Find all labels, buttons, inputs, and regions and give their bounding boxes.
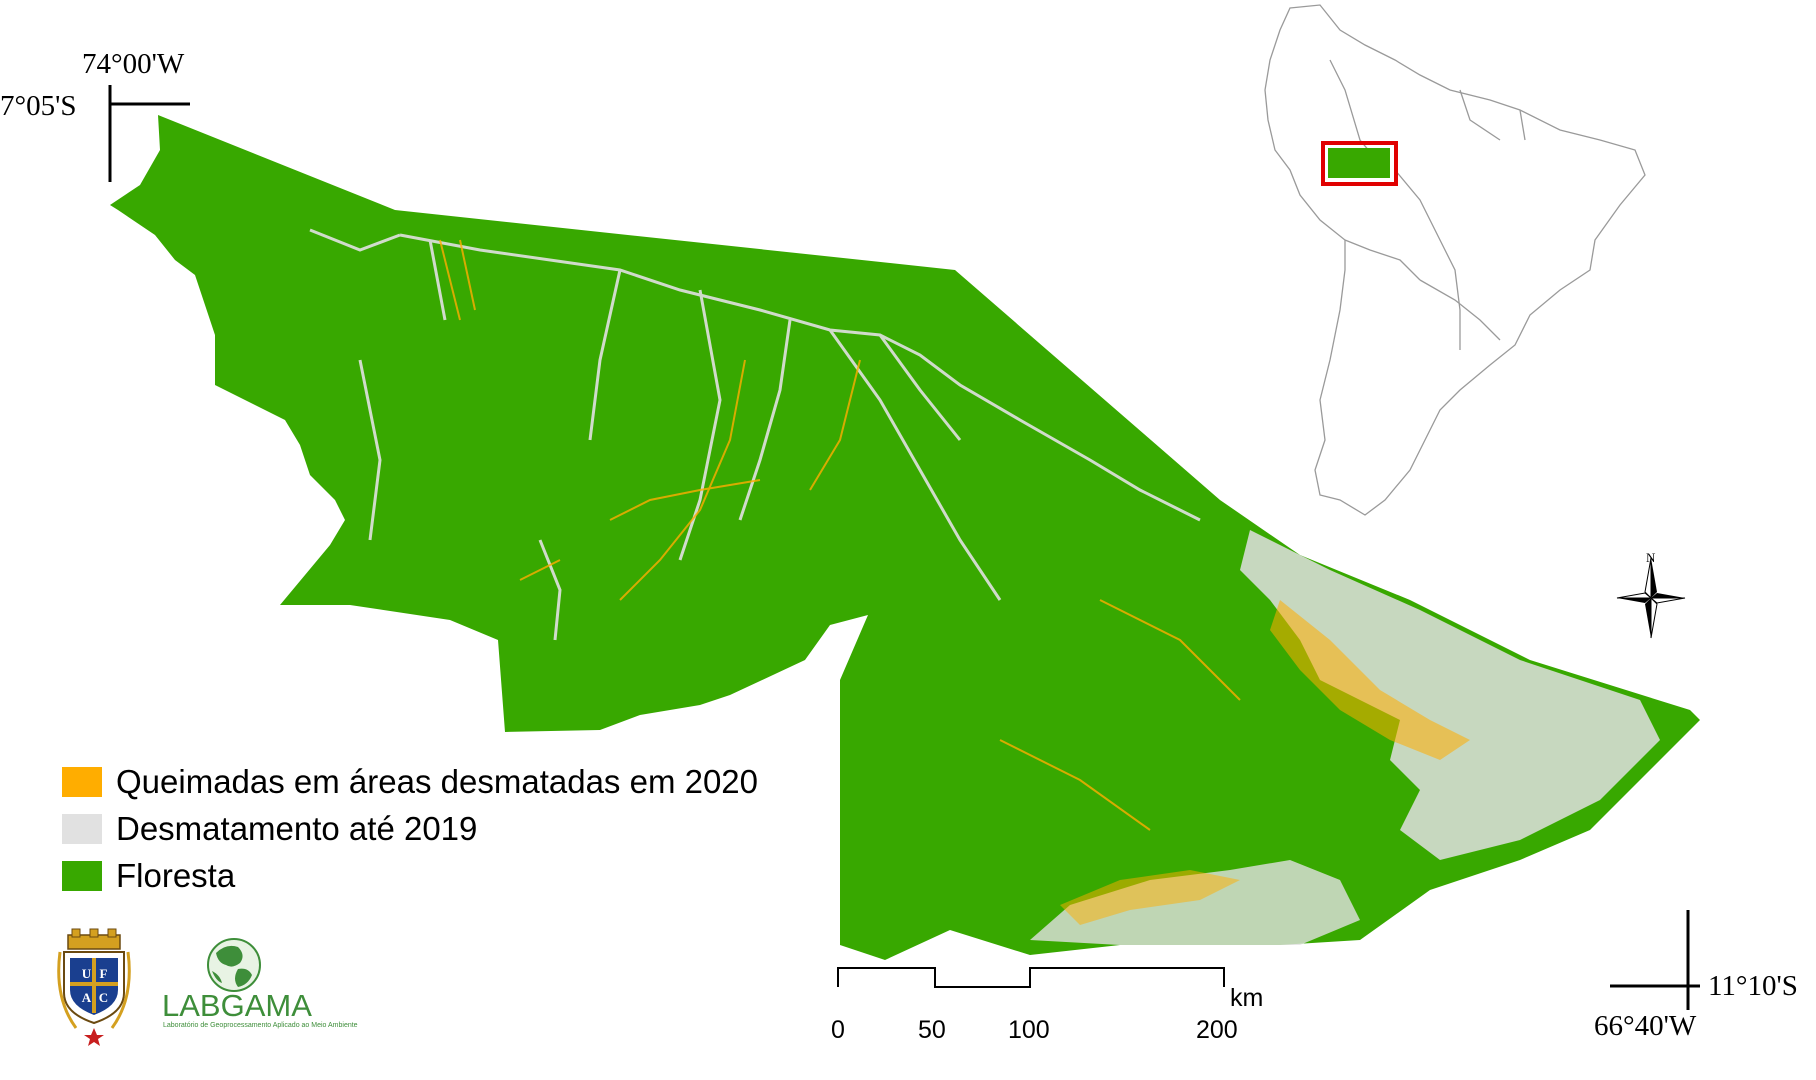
coord-top-left-lat: 7°05'S — [0, 90, 77, 122]
ufac-letter-f: F — [99, 966, 108, 981]
scale-tick-200: 200 — [1196, 1016, 1238, 1044]
burn-south — [1060, 870, 1240, 925]
deforestation-east — [1240, 530, 1660, 860]
scale-tick-50: 50 — [918, 1016, 946, 1044]
legend-swatch-burned — [62, 766, 102, 797]
ufac-letters: U F A C — [78, 962, 112, 1010]
globe-icon — [207, 938, 261, 992]
burn-lines — [439, 239, 1241, 831]
ufac-letter-a: A — [81, 990, 92, 1005]
legend-label-forest: Floresta — [116, 856, 236, 894]
legend-swatch-deforestation — [62, 813, 102, 844]
legend: Queimadas em áreas desmatadas em 2020 De… — [62, 758, 758, 899]
ufac-letter-u: U — [81, 966, 92, 981]
scale-bar — [837, 967, 1225, 988]
forest-region — [110, 115, 1700, 960]
south-america-inset — [1264, 4, 1646, 516]
inset-locator-box — [1321, 141, 1398, 186]
crosshair-bottom-right — [1610, 910, 1700, 1010]
legend-item-burned: Queimadas em áreas desmatadas em 2020 — [62, 758, 758, 805]
scale-unit: km — [1230, 984, 1264, 1012]
scale-tick-0: 0 — [831, 1016, 845, 1044]
deforestation-lines — [309, 228, 1201, 641]
coord-bottom-right-lat: 11°10'S — [1708, 970, 1798, 1002]
labgama-logo-text: LABGAMA — [162, 988, 312, 1023]
coord-top-left-lon: 74°00'W — [82, 48, 185, 80]
coord-bottom-right-lon: 66°40'W — [1594, 1010, 1697, 1042]
crosshair-top-left — [108, 85, 190, 182]
south-america-outline — [1264, 4, 1646, 516]
ufac-letter-c: C — [98, 990, 109, 1005]
ufac-crest-icon — [57, 928, 131, 1046]
deforestation-south — [1030, 860, 1360, 945]
acre-map — [110, 115, 1700, 960]
burn-east — [1270, 600, 1470, 760]
north-arrow-icon — [1616, 557, 1686, 639]
legend-swatch-forest — [62, 860, 102, 891]
acre-inset-shape — [1328, 148, 1390, 178]
legend-label-deforestation: Desmatamento até 2019 — [116, 809, 478, 847]
legend-item-deforestation: Desmatamento até 2019 — [62, 805, 758, 852]
legend-label-burned: Queimadas em áreas desmatadas em 2020 — [116, 762, 759, 800]
legend-item-forest: Floresta — [62, 852, 758, 899]
scale-tick-100: 100 — [1008, 1016, 1050, 1044]
labgama-logo-subtitle: Laboratório de Geoprocessamento Aplicado… — [163, 1022, 358, 1029]
north-letter: N — [1646, 550, 1656, 565]
